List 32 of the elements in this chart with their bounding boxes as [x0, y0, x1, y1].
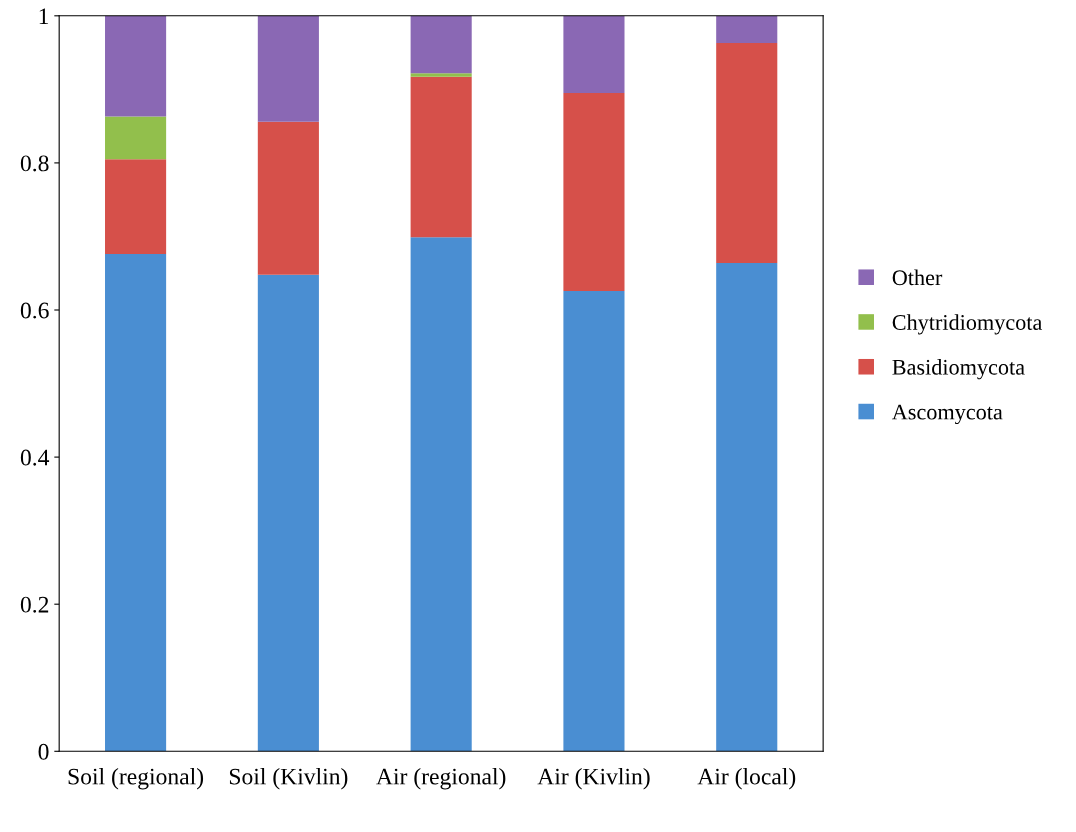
- bar: [105, 116, 167, 160]
- y-tick-label: 0.2: [20, 596, 49, 613]
- bar: [563, 93, 625, 291]
- x-tick-label: Soil (regional): [68, 767, 204, 790]
- bar: [105, 15, 167, 117]
- legend-label: Other: [892, 269, 943, 286]
- bar: [716, 15, 778, 44]
- x-tick-label: Soil (Kivlin): [229, 767, 348, 790]
- x-tick-label: Air (local): [697, 767, 796, 790]
- legend-label: Basidiomycota: [892, 359, 1025, 380]
- legend-label: Chytridiomycota: [892, 314, 1043, 335]
- y-tick-label: 0.6: [20, 302, 49, 319]
- bar: [563, 15, 625, 94]
- bar: [410, 76, 472, 238]
- bar: [716, 43, 778, 263]
- bar: [257, 274, 319, 752]
- y-tick-label: 0.4: [20, 449, 50, 466]
- y-tick-label: 1: [39, 8, 49, 24]
- bar: [105, 254, 167, 752]
- bar: [257, 15, 319, 122]
- y-tick-label: 0: [38, 743, 49, 760]
- x-tick-label: Air (Kivlin): [537, 767, 650, 790]
- y-tick-label: 0.8: [20, 155, 49, 172]
- bar: [257, 121, 319, 275]
- x-tick-label: Air (regional): [376, 767, 506, 790]
- legend-label: Ascomycota: [891, 404, 1003, 425]
- bar: [716, 262, 778, 752]
- bar: [410, 15, 472, 74]
- bar: [410, 73, 472, 77]
- bar: [105, 159, 167, 255]
- bar: [410, 237, 472, 752]
- bar: [563, 290, 625, 752]
